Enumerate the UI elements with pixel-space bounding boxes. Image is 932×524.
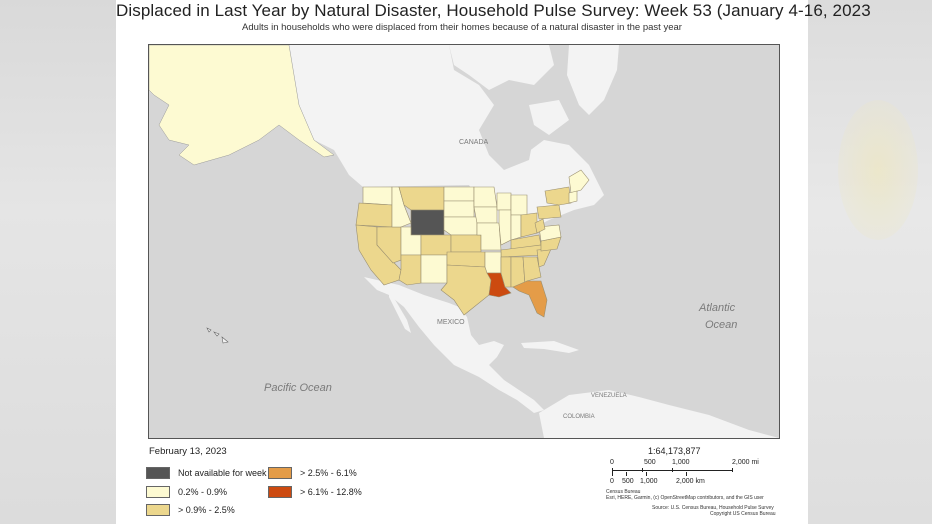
state-colorado[interactable] (420, 234, 452, 256)
credit-esri: Esri, HERE, Garmin, (c) OpenStreetMap co… (606, 495, 764, 501)
scale-tick (672, 468, 673, 472)
legend-swatch (146, 503, 170, 516)
state-pennsylvania[interactable] (536, 204, 562, 220)
state-wyoming[interactable] (410, 209, 445, 236)
scale-mi-tick: 0 (610, 459, 614, 466)
label-venezuela: VENEZUELA (591, 393, 627, 399)
credit-copyright: Copyright US Census Bureau (710, 511, 776, 517)
state-wisconsin[interactable] (496, 192, 512, 211)
state-iowa[interactable] (473, 206, 498, 224)
scale-km-tick: 2,000 km (676, 478, 705, 485)
state-new-mexico[interactable] (420, 254, 448, 284)
scale-km-tick: 1,000 (640, 478, 658, 485)
baffin-island (529, 100, 569, 135)
legend-swatch (268, 485, 292, 498)
choropleth-map: CANADA MEXICO Atlantic Ocean Pacific Oce… (149, 45, 779, 438)
state-alaska[interactable] (149, 45, 335, 166)
legend-item-highest: > 6.1% - 12.8% (268, 485, 362, 498)
south-america (539, 390, 779, 438)
scale-tick (646, 472, 647, 476)
state-nebraska[interactable] (443, 216, 478, 236)
scale-tick (642, 468, 643, 472)
label-mexico: MEXICO (437, 319, 465, 326)
baja-california (389, 290, 411, 333)
state-georgia[interactable] (522, 256, 542, 287)
state-hawaii[interactable] (206, 327, 229, 344)
label-colombia: COLOMBIA (563, 414, 595, 420)
scale-ratio: 1:64,173,877 (648, 446, 701, 456)
legend-swatch (146, 466, 170, 479)
scale-tick (626, 472, 627, 476)
background-left (0, 0, 116, 524)
scale-tick (732, 468, 733, 472)
credit-source: Source: U.S. Census Bureau, Household Pu… (652, 505, 774, 511)
state-oregon[interactable] (355, 202, 393, 228)
background-right (808, 0, 932, 524)
map-subtitle: Adults in households who were displaced … (242, 22, 682, 33)
background-glow (838, 100, 918, 240)
state-new-york[interactable] (544, 186, 572, 206)
legend-swatch (146, 485, 170, 498)
state-arizona[interactable] (398, 254, 422, 286)
scale-bar: 1:64,173,877 0 500 1,000 2,000 mi 0 500 … (606, 444, 796, 524)
state-arkansas[interactable] (484, 251, 502, 274)
scale-tick (612, 472, 613, 476)
state-north-dakota[interactable] (443, 186, 475, 202)
map-poster: Displaced in Last Year by Natural Disast… (116, 0, 871, 524)
arctic-islands (449, 45, 554, 90)
scale-mi-tick: 500 (644, 459, 656, 466)
state-minnesota[interactable] (473, 186, 498, 208)
label-atlantic-ocean: Ocean (705, 319, 737, 331)
legend-label: > 6.1% - 12.8% (300, 486, 362, 497)
us-states (355, 169, 590, 318)
legend-label: > 0.9% - 2.5% (178, 504, 235, 515)
label-pacific: Pacific Ocean (264, 382, 332, 394)
state-south-dakota[interactable] (443, 200, 475, 218)
legend-swatch (268, 466, 292, 479)
scale-mi-tick: 1,000 (672, 459, 690, 466)
map-frame[interactable]: CANADA MEXICO Atlantic Ocean Pacific Oce… (148, 44, 780, 439)
legend-item-high: > 2.5% - 6.1% (268, 466, 357, 479)
hudson-bay (479, 120, 534, 170)
label-canada: CANADA (459, 139, 489, 146)
state-mississippi[interactable] (500, 256, 512, 288)
map-title: Displaced in Last Year by Natural Disast… (116, 1, 871, 20)
state-illinois[interactable] (498, 209, 512, 246)
legend-label: > 2.5% - 6.1% (300, 467, 357, 478)
legend-label: Not available for week (178, 467, 267, 478)
state-florida[interactable] (512, 280, 548, 318)
state-ohio[interactable] (520, 212, 538, 238)
scale-km-tick: 0 (610, 478, 614, 485)
state-michigan[interactable] (510, 194, 528, 216)
scale-tick (686, 472, 687, 476)
mexico (364, 277, 544, 413)
label-atlantic: Atlantic (698, 302, 736, 314)
state-maine[interactable] (568, 169, 590, 194)
greenland (567, 45, 619, 115)
legend-item-low: 0.2% - 0.9% (146, 485, 227, 498)
legend-item-na: Not available for week (146, 466, 267, 479)
canada (289, 45, 604, 233)
state-oklahoma[interactable] (446, 251, 486, 268)
state-kansas[interactable] (450, 234, 482, 253)
state-washington[interactable] (362, 186, 393, 206)
map-date: February 13, 2023 (149, 446, 227, 457)
cuba (521, 341, 579, 353)
legend-item-mid: > 0.9% - 2.5% (146, 503, 235, 516)
credit-census: Census Bureau (606, 489, 641, 495)
scale-km-tick: 500 (622, 478, 634, 485)
legend-label: 0.2% - 0.9% (178, 486, 228, 497)
scale-mi-tick: 2,000 mi (732, 459, 759, 466)
state-new-england[interactable] (568, 190, 578, 204)
state-indiana[interactable] (510, 214, 522, 241)
state-montana[interactable] (398, 186, 445, 211)
scale-tick (612, 468, 613, 472)
state-west-virginia[interactable] (534, 218, 546, 234)
